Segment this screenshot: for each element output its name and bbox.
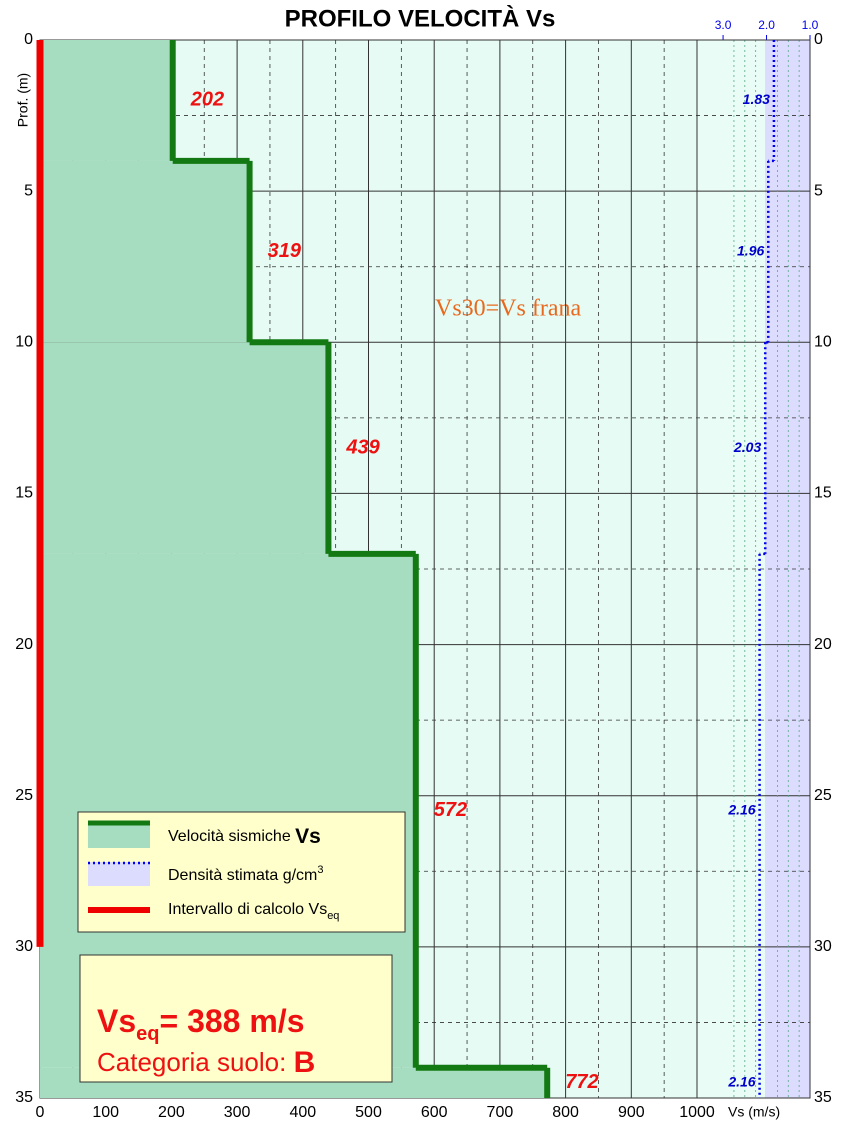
x-tick-label: 0 [36,1104,45,1121]
category-value: B [294,1046,316,1079]
y2-tick-label: 30 [814,938,832,955]
y-tick-label: 35 [15,1089,33,1106]
vs-label: 319 [268,240,302,262]
vs-label: 772 [565,1071,598,1093]
y2-tick-label: 35 [814,1089,832,1106]
y2-tick-label: 5 [814,182,823,199]
legend-name: Densità stimata g/cm [168,867,317,884]
category-text: Categoria suolo: B [97,1046,315,1079]
x2-tick-label: 3.0 [715,18,732,32]
chart-title: PROFILO VELOCITÀ Vs [285,4,556,32]
legend-name: Intervallo di calcolo Vs [168,901,327,918]
y-tick-label: 5 [24,182,33,199]
density-label: 2.16 [727,1074,755,1090]
category-label: Categoria suolo: [97,1047,294,1077]
legend-name: Velocità sismiche [168,828,295,845]
x-tick-label: 900 [618,1104,645,1121]
legend-name-sup: 3 [317,864,323,876]
y-tick-label: 20 [15,636,33,653]
result-background [79,954,393,1083]
y-tick-label: 10 [15,334,33,351]
x-tick-label: 600 [421,1104,448,1121]
legend-name-sub: eq [327,910,339,922]
x-tick-label: 200 [158,1104,185,1121]
y2-tick-label: 10 [814,334,832,351]
legend-text: Velocità sismiche Vs [168,825,321,848]
y-axis-label: Prof. (m) [15,73,31,127]
result-value: = 388 m/s [159,1003,304,1039]
vs-label: 202 [190,89,224,111]
y2-tick-label: 25 [814,787,832,804]
x-tick-label: 700 [487,1104,514,1121]
vs-label: 572 [434,799,467,821]
x-tick-label: 300 [224,1104,251,1121]
y2-tick-label: 0 [814,31,823,48]
x-tick-label: 100 [92,1104,119,1121]
density-label: 1.96 [737,242,764,258]
y-tick-label: 15 [15,485,33,502]
density-label: 2.16 [727,802,755,818]
x-tick-label: 400 [289,1104,316,1121]
legend-text: Intervallo di calcolo Vseq [168,901,339,922]
x2-tick-label: 1.0 [802,18,819,32]
vs-fill [40,160,250,343]
x-tick-label: 500 [355,1104,382,1121]
x-tick-label: 1000 [679,1104,715,1121]
legend-swatch [88,862,150,886]
result-text: Vseq= 388 m/s [97,1003,304,1045]
x2-tick-label: 2.0 [758,18,775,32]
x-axis-label: Vs (m/s) [728,1104,780,1120]
vs-fill [40,342,329,554]
legend: Velocità sismiche Vs Densità stimata g/cm… [77,811,406,933]
y-tick-label: 25 [15,787,33,804]
result-label: Vs [97,1003,136,1039]
vs-fill [40,40,173,161]
y-tick-label: 30 [15,938,33,955]
y-tick-label: 0 [24,31,33,48]
y2-tick-label: 15 [814,485,832,502]
vs-label: 439 [345,436,380,458]
density-label: 2.03 [733,439,761,455]
legend-swatch [88,822,150,848]
density-label: 1.83 [743,91,770,107]
annotation: Vs30=Vs frana [435,296,582,322]
y2-tick-label: 20 [814,636,832,653]
legend-name-em: Vs [295,825,321,848]
result-label-sub: eq [136,1023,159,1045]
x-tick-label: 800 [552,1104,579,1121]
legend-text: Densità stimata g/cm3 [168,864,324,884]
